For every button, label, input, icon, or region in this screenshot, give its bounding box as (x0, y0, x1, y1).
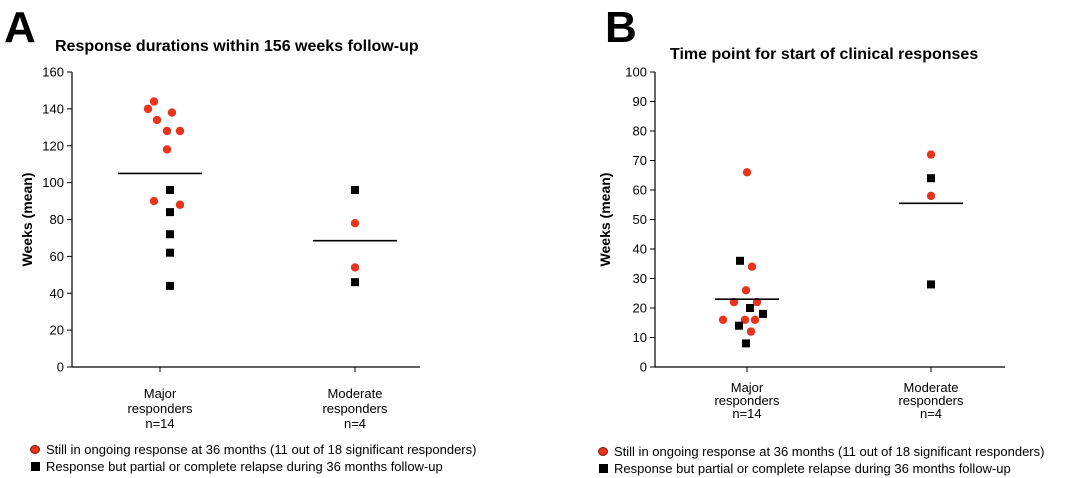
legend-label-ongoing: Still in ongoing response at 36 months (… (614, 444, 1045, 459)
data-point-ongoing (742, 168, 752, 177)
x-tick-label: n=4 (344, 416, 366, 431)
x-tick-label: Major (144, 386, 177, 401)
data-point-ongoing (149, 196, 159, 206)
data-point-ongoing (162, 145, 172, 154)
y-tick-label: 10 (633, 330, 647, 345)
data-point-ongoing (167, 108, 177, 117)
y-tick-label: 0 (57, 360, 64, 375)
data-point-relapse (166, 248, 174, 257)
chart-a: Response durations within 156 weeks foll… (19, 38, 420, 431)
data-point-ongoing (143, 104, 153, 114)
data-point-ongoing (752, 297, 762, 307)
legend-label-relapse: Response but partial or complete relapse… (46, 459, 443, 474)
y-tick-label: 30 (633, 271, 647, 286)
y-tick-label: 100 (42, 175, 64, 190)
data-point-relapse (351, 278, 359, 287)
legend-item-ongoing: Still in ongoing response at 36 months (… (598, 443, 1044, 460)
data-point-ongoing (729, 297, 739, 307)
y-axis-label: Weeks (mean) (19, 173, 35, 267)
panel-a: A Response durations within 156 weeks fo… (0, 0, 530, 478)
data-point-ongoing (350, 218, 360, 228)
data-point-ongoing (750, 315, 760, 324)
y-tick-label: 40 (50, 286, 64, 301)
y-tick-label: 40 (633, 242, 647, 257)
y-tick-label: 160 (42, 65, 64, 80)
x-tick-label: n=14 (732, 406, 761, 421)
y-tick-label: 120 (42, 138, 64, 153)
data-point-ongoing (926, 150, 936, 159)
x-tick-label: n=4 (920, 406, 942, 421)
legend-item-relapse: Response but partial or complete relapse… (598, 460, 1044, 477)
y-tick-label: 100 (625, 65, 647, 80)
data-point-ongoing (350, 263, 360, 272)
data-point-relapse (759, 309, 767, 318)
x-tick-label: n=14 (145, 416, 174, 431)
y-tick-label: 20 (633, 301, 647, 316)
data-point-ongoing (718, 315, 728, 324)
data-point-ongoing (741, 286, 751, 295)
y-tick-label: 50 (633, 212, 647, 227)
legend-square-marker (31, 462, 40, 471)
legend-circle-marker (598, 447, 608, 456)
panel-b: B Time point for start of clinical respo… (535, 0, 1065, 478)
data-point-relapse (166, 230, 174, 239)
x-tick-label: responders (714, 393, 780, 408)
data-point-ongoing (175, 200, 185, 209)
legend-circle-marker (30, 445, 40, 454)
legend-label-ongoing: Still in ongoing response at 36 months (… (46, 442, 477, 457)
data-point-ongoing (747, 262, 757, 271)
y-tick-label: 60 (50, 249, 64, 264)
data-point-ongoing (175, 126, 185, 136)
legend-item-relapse: Response but partial or complete relapse… (30, 458, 476, 475)
panel-letter-a: A (4, 3, 36, 52)
chart-title: Time point for start of clinical respons… (670, 46, 978, 63)
y-tick-label: 80 (633, 124, 647, 139)
panel-letter-b: B (605, 3, 637, 52)
y-tick-label: 80 (50, 212, 64, 227)
y-tick-label: 70 (633, 153, 647, 168)
data-point-relapse (166, 281, 174, 290)
data-point-relapse (166, 186, 174, 194)
y-axis-label: Weeks (mean) (597, 173, 613, 267)
legend-a: Still in ongoing response at 36 months (… (30, 441, 476, 475)
data-point-relapse (735, 321, 743, 330)
y-tick-label: 0 (640, 360, 647, 375)
legend-item-ongoing: Still in ongoing response at 36 months (… (30, 441, 476, 458)
data-point-relapse (166, 208, 174, 217)
x-tick-label: Moderate (904, 380, 959, 395)
data-point-relapse (927, 174, 935, 183)
legend-label-relapse: Response but partial or complete relapse… (614, 461, 1011, 476)
x-tick-label: responders (322, 401, 388, 416)
legend-square-marker (599, 464, 608, 473)
x-tick-label: Major (731, 380, 764, 395)
x-tick-label: responders (898, 393, 964, 408)
y-tick-label: 90 (633, 94, 647, 109)
y-tick-label: 60 (633, 183, 647, 198)
legend-b: Still in ongoing response at 36 months (… (598, 443, 1044, 477)
data-point-ongoing (149, 97, 159, 106)
data-point-ongoing (152, 115, 162, 125)
data-point-ongoing (926, 191, 936, 201)
y-tick-label: 20 (50, 323, 64, 338)
data-point-relapse (351, 186, 359, 194)
y-tick-label: 140 (42, 101, 64, 116)
x-tick-label: Moderate (328, 386, 383, 401)
data-point-relapse (742, 339, 750, 348)
data-point-ongoing (746, 327, 756, 336)
data-point-relapse (927, 280, 935, 289)
chart-title: Response durations within 156 weeks foll… (55, 38, 419, 55)
x-tick-label: responders (127, 401, 193, 416)
data-point-ongoing (162, 126, 172, 136)
data-point-relapse (746, 304, 754, 312)
data-point-relapse (736, 256, 744, 265)
chart-b: Time point for start of clinical respons… (597, 46, 1005, 421)
